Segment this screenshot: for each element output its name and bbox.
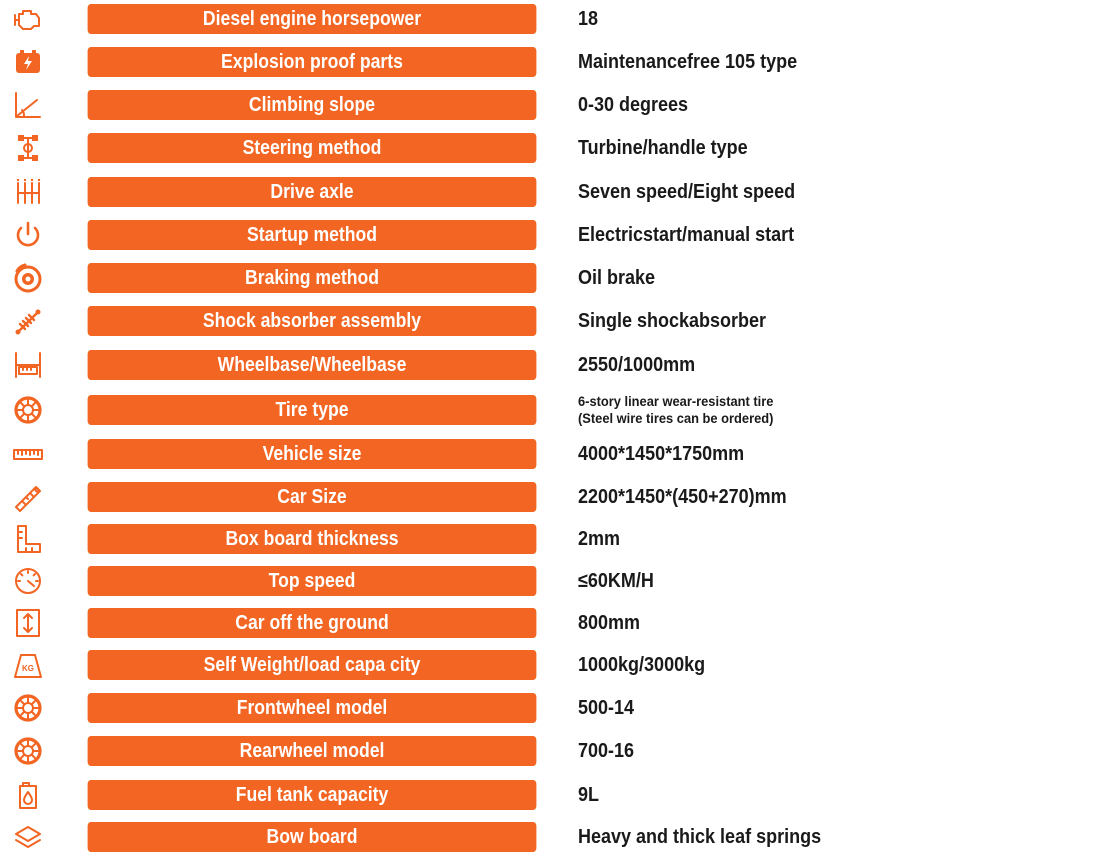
spec-label: Wheelbase/Wheelbase bbox=[87, 350, 537, 380]
layers-icon bbox=[10, 821, 46, 853]
spec-label: Top speed bbox=[87, 566, 537, 596]
spec-value: Heavy and thick leaf springs bbox=[578, 826, 822, 848]
spec-value: 0-30 degrees bbox=[578, 94, 689, 116]
spec-value: Single shockabsorber bbox=[578, 310, 767, 332]
spec-label: Drive axle bbox=[87, 177, 537, 207]
spec-label: Self Weight/load capa city bbox=[87, 650, 537, 680]
spec-value: 18 bbox=[578, 8, 599, 30]
speedometer-icon bbox=[10, 565, 46, 597]
spec-value: 4000*1450*1750mm bbox=[578, 443, 745, 465]
spec-label: Bow board bbox=[87, 822, 537, 852]
tire-icon bbox=[10, 394, 46, 426]
spec-row: Frontwheel model 500-14 bbox=[0, 691, 1100, 725]
battery-icon bbox=[10, 46, 46, 78]
spec-row: Tire type 6-story linear wear-resistant … bbox=[0, 393, 1100, 427]
steering-icon bbox=[10, 132, 46, 164]
spec-value: 9L bbox=[578, 784, 600, 806]
spec-row: Explosion proof parts Maintenancefree 10… bbox=[0, 45, 1100, 79]
power-icon bbox=[10, 219, 46, 251]
slope-icon bbox=[10, 89, 46, 121]
ruler-icon bbox=[10, 438, 46, 470]
spec-value: 800mm bbox=[578, 612, 641, 634]
spec-label: Car Size bbox=[87, 482, 537, 512]
spec-row: KG Self Weight/load capa city 1000kg/300… bbox=[0, 648, 1100, 682]
engine-icon bbox=[10, 3, 46, 35]
spec-label: Shock absorber assembly bbox=[87, 306, 537, 336]
spec-label: Box board thickness bbox=[87, 524, 537, 554]
shock-absorber-icon bbox=[10, 305, 46, 337]
weight-icon-text: KG bbox=[22, 664, 34, 673]
spec-row: Shock absorber assembly Single shockabso… bbox=[0, 304, 1100, 338]
wheelbase-icon bbox=[10, 349, 46, 381]
spec-label: Explosion proof parts bbox=[87, 47, 537, 77]
spec-label: Braking method bbox=[87, 263, 537, 293]
spec-row: Braking method Oil brake bbox=[0, 261, 1100, 295]
spec-row: Top speed ≤60KM/H bbox=[0, 564, 1100, 598]
spec-value: 2mm bbox=[578, 528, 621, 550]
spec-row: Fuel tank capacity 9L bbox=[0, 778, 1100, 812]
thickness-icon bbox=[10, 523, 46, 555]
spec-row: Startup method Electricstart/manual star… bbox=[0, 218, 1100, 252]
wheel-icon bbox=[10, 692, 46, 724]
gearbox-icon bbox=[10, 176, 46, 208]
spec-value-line: 6-story linear wear-resistant tire bbox=[578, 393, 774, 409]
fuel-tank-icon bbox=[10, 779, 46, 811]
spec-label: Rearwheel model bbox=[87, 736, 537, 766]
spec-value: Oil brake bbox=[578, 267, 656, 289]
spec-value: 700-16 bbox=[578, 740, 635, 762]
spec-value: Electricstart/manual start bbox=[578, 224, 795, 246]
weight-icon: KG bbox=[10, 649, 46, 681]
spec-row: Wheelbase/Wheelbase 2550/1000mm bbox=[0, 348, 1100, 382]
spec-label: Vehicle size bbox=[87, 439, 537, 469]
spec-label: Fuel tank capacity bbox=[87, 780, 537, 810]
brake-icon bbox=[10, 262, 46, 294]
spec-value: Maintenancefree 105 type bbox=[578, 51, 798, 73]
spec-label: Climbing slope bbox=[87, 90, 537, 120]
spec-row: Bow board Heavy and thick leaf springs bbox=[0, 820, 1100, 854]
spec-row: Car off the ground 800mm bbox=[0, 606, 1100, 640]
spec-value: 1000kg/3000kg bbox=[578, 654, 706, 676]
spec-row: Vehicle size 4000*1450*1750mm bbox=[0, 437, 1100, 471]
spec-label: Steering method bbox=[87, 133, 537, 163]
spec-row: Steering method Turbine/handle type bbox=[0, 131, 1100, 165]
spec-value: 6-story linear wear-resistant tire (Stee… bbox=[578, 393, 1038, 427]
spec-label: Frontwheel model bbox=[87, 693, 537, 723]
spec-value: 2550/1000mm bbox=[578, 354, 696, 376]
spec-value-line: (Steel wire tires can be ordered) bbox=[578, 410, 774, 426]
spec-value: ≤60KM/H bbox=[578, 570, 654, 592]
protractor-icon bbox=[10, 481, 46, 513]
spec-value: Turbine/handle type bbox=[578, 137, 748, 159]
spec-value: 2200*1450*(450+270)mm bbox=[578, 486, 787, 508]
wheel-icon bbox=[10, 735, 46, 767]
height-icon bbox=[10, 607, 46, 639]
spec-row: Climbing slope 0-30 degrees bbox=[0, 88, 1100, 122]
spec-value: 500-14 bbox=[578, 697, 635, 719]
spec-row: Rearwheel model 700-16 bbox=[0, 734, 1100, 768]
spec-label: Tire type bbox=[87, 395, 537, 425]
spec-row: Diesel engine horsepower 18 bbox=[0, 2, 1100, 36]
spec-row: Drive axle Seven speed/Eight speed bbox=[0, 175, 1100, 209]
spec-value: Seven speed/Eight speed bbox=[578, 181, 796, 203]
spec-label: Diesel engine horsepower bbox=[87, 4, 537, 34]
spec-row: Car Size 2200*1450*(450+270)mm bbox=[0, 480, 1100, 514]
spec-label: Car off the ground bbox=[87, 608, 537, 638]
spec-label: Startup method bbox=[87, 220, 537, 250]
spec-row: Box board thickness 2mm bbox=[0, 522, 1100, 556]
